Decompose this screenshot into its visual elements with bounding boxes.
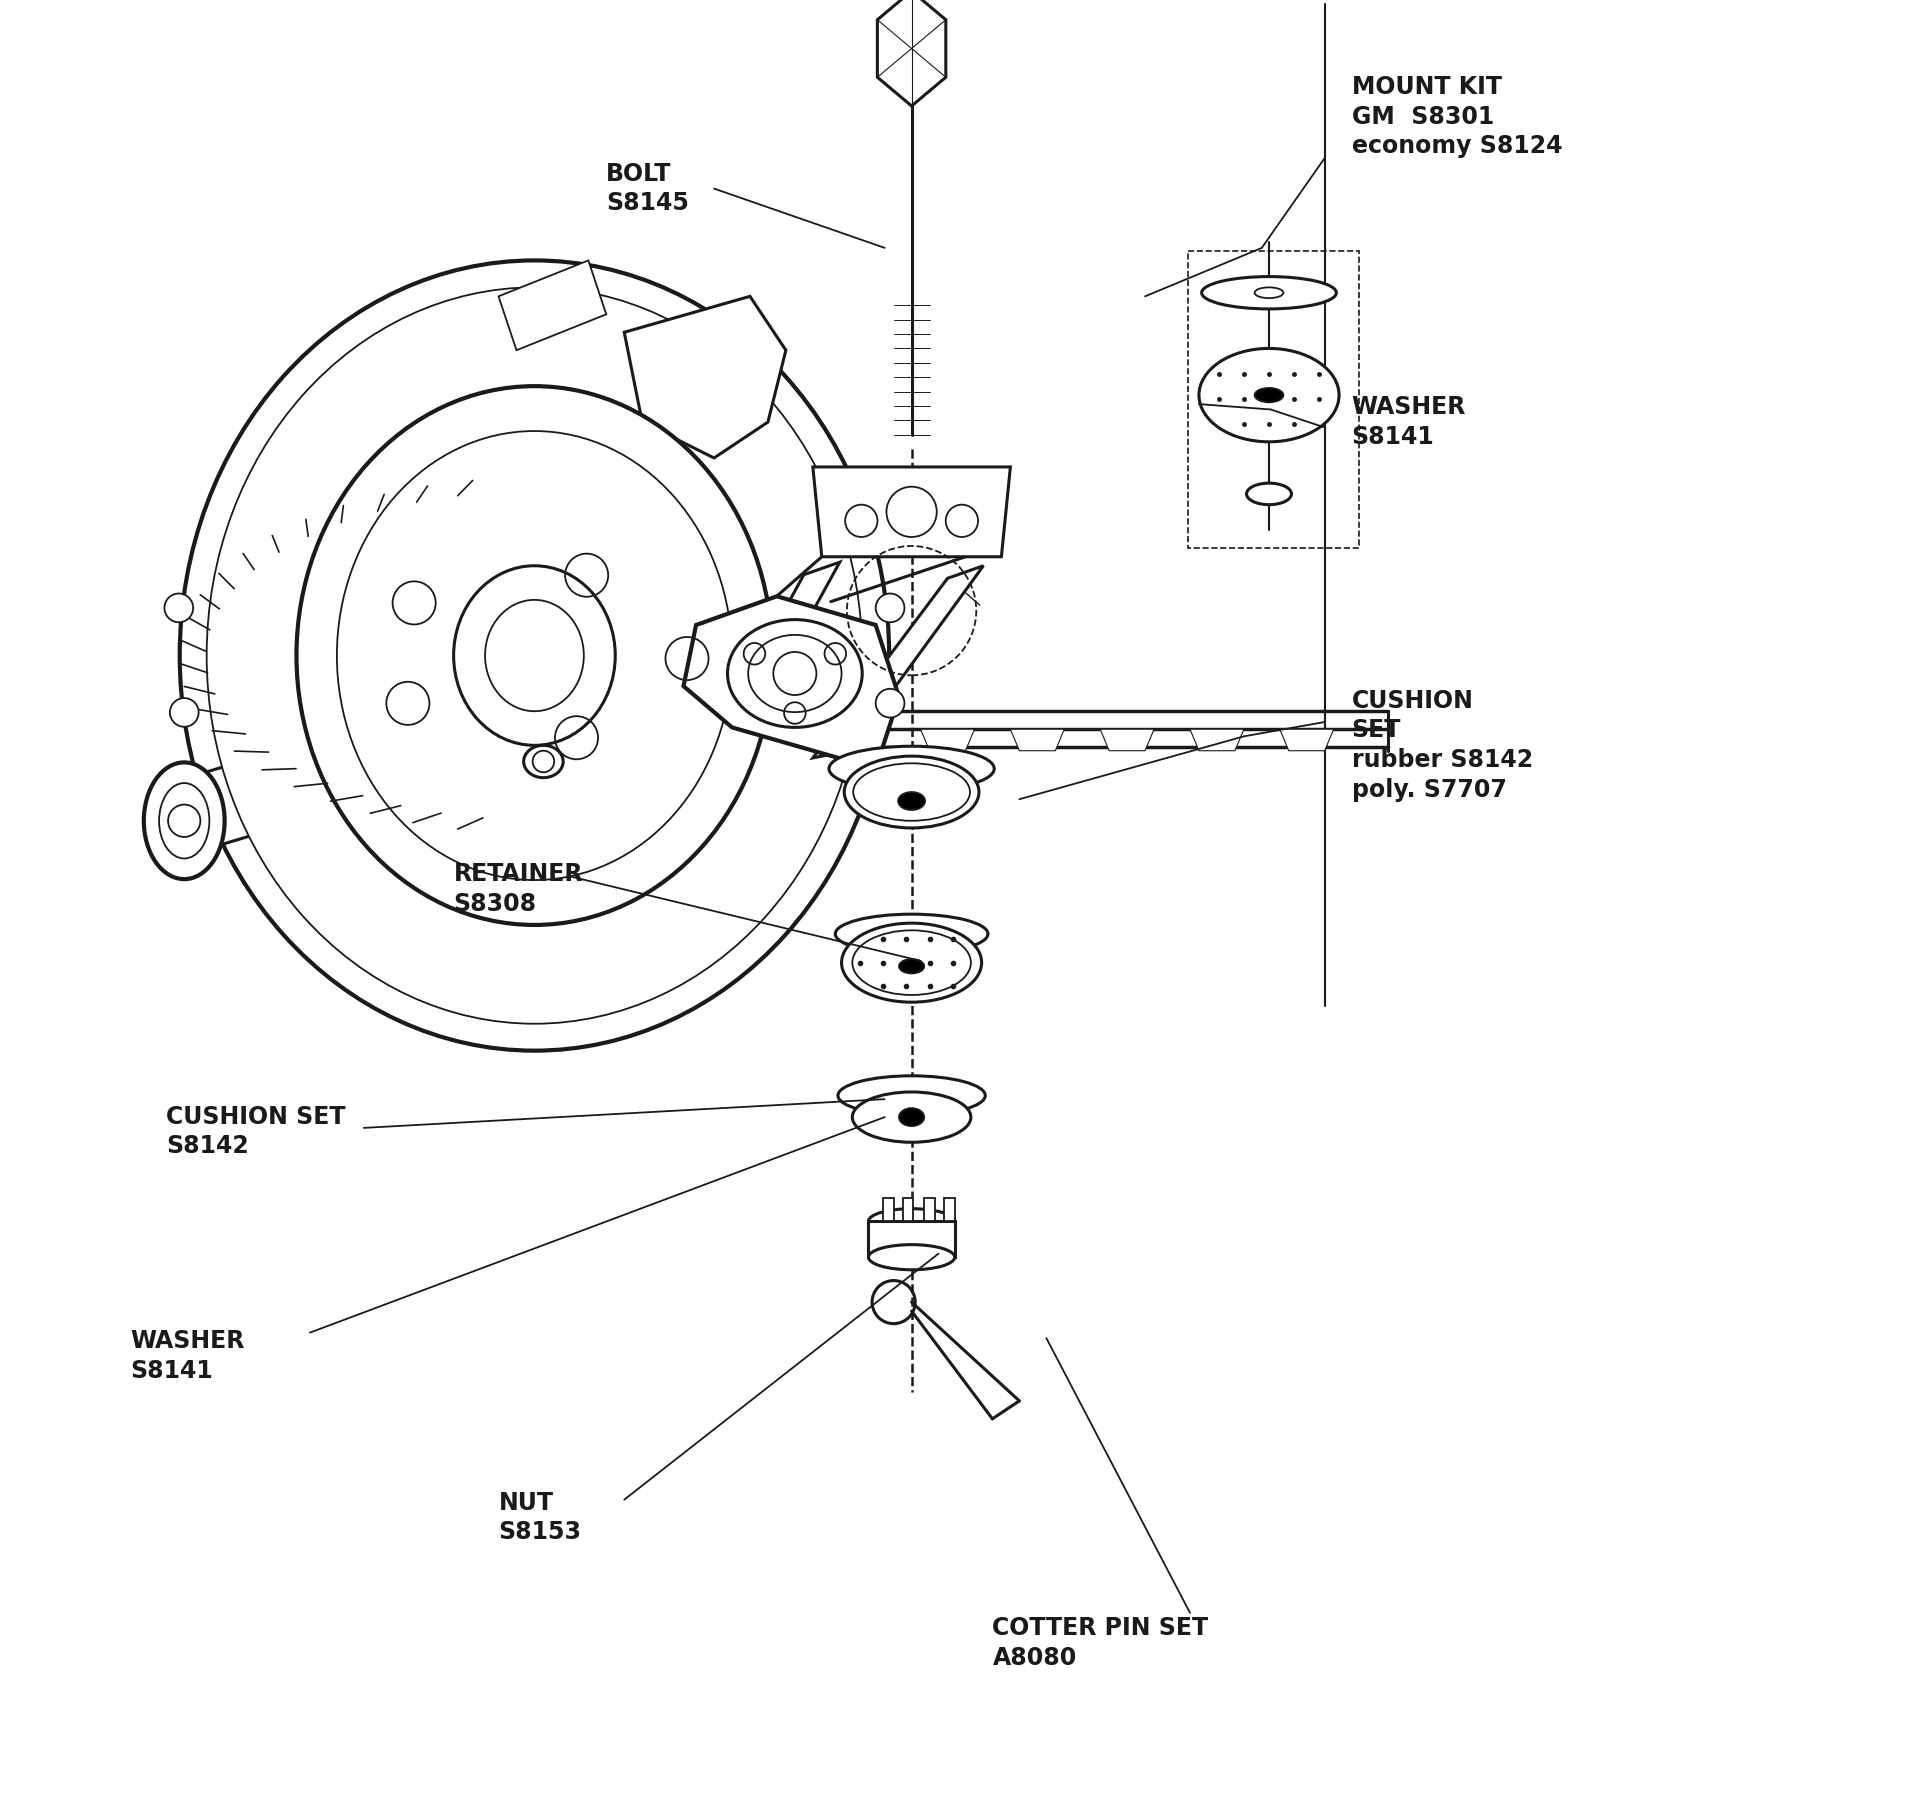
Ellipse shape	[869, 1245, 955, 1270]
Ellipse shape	[899, 959, 924, 973]
Ellipse shape	[1247, 483, 1291, 505]
Ellipse shape	[453, 566, 616, 745]
Polygon shape	[1010, 729, 1064, 751]
Text: MOUNT KIT
GM  S8301
economy S8124: MOUNT KIT GM S8301 economy S8124	[1352, 75, 1563, 158]
Text: BOLT
S8145: BOLT S8145	[606, 162, 689, 216]
Circle shape	[170, 699, 199, 727]
Text: CUSHION SET
S8142: CUSHION SET S8142	[166, 1105, 346, 1158]
Ellipse shape	[897, 792, 926, 810]
Ellipse shape	[838, 1076, 985, 1115]
Ellipse shape	[748, 636, 842, 713]
Polygon shape	[499, 260, 606, 350]
Text: RETAINER
S8308: RETAINER S8308	[453, 862, 583, 916]
Circle shape	[165, 593, 193, 621]
Ellipse shape	[159, 783, 209, 858]
Circle shape	[876, 690, 905, 718]
Ellipse shape	[828, 747, 995, 790]
Polygon shape	[813, 467, 1010, 557]
Ellipse shape	[486, 600, 583, 711]
Circle shape	[773, 652, 817, 695]
Polygon shape	[543, 700, 670, 781]
Polygon shape	[943, 1198, 955, 1221]
Ellipse shape	[297, 386, 773, 925]
Text: WASHER
S8141: WASHER S8141	[1352, 395, 1465, 449]
Polygon shape	[624, 296, 786, 458]
Text: WASHER
S8141: WASHER S8141	[130, 1329, 245, 1383]
Polygon shape	[903, 1198, 913, 1221]
Ellipse shape	[727, 620, 863, 727]
Ellipse shape	[836, 914, 987, 954]
Ellipse shape	[1255, 388, 1284, 402]
Ellipse shape	[899, 1108, 924, 1126]
Ellipse shape	[853, 1092, 972, 1142]
Polygon shape	[683, 596, 899, 769]
Ellipse shape	[180, 260, 890, 1051]
Ellipse shape	[842, 923, 981, 1002]
Text: NUT
S8153: NUT S8153	[499, 1491, 582, 1545]
Polygon shape	[1100, 729, 1154, 751]
Ellipse shape	[524, 745, 562, 778]
Circle shape	[168, 805, 201, 837]
Ellipse shape	[1255, 287, 1284, 298]
Circle shape	[532, 751, 555, 772]
Polygon shape	[924, 1198, 935, 1221]
Polygon shape	[884, 1198, 893, 1221]
Ellipse shape	[869, 1209, 955, 1234]
Ellipse shape	[1201, 277, 1337, 309]
Polygon shape	[526, 568, 616, 666]
Ellipse shape	[1199, 348, 1339, 442]
Polygon shape	[383, 758, 687, 844]
Polygon shape	[723, 562, 840, 722]
Polygon shape	[813, 566, 983, 758]
Polygon shape	[920, 729, 974, 751]
Ellipse shape	[844, 756, 979, 828]
Polygon shape	[1280, 729, 1333, 751]
Ellipse shape	[143, 763, 224, 878]
Circle shape	[876, 593, 905, 621]
Polygon shape	[869, 1221, 955, 1257]
Ellipse shape	[337, 431, 733, 880]
Polygon shape	[1190, 729, 1243, 751]
Polygon shape	[176, 580, 849, 858]
Ellipse shape	[207, 287, 863, 1024]
Text: COTTER PIN SET
A8080: COTTER PIN SET A8080	[993, 1616, 1209, 1670]
Polygon shape	[878, 0, 945, 106]
Text: CUSHION
SET
rubber S8142
poly. S7707: CUSHION SET rubber S8142 poly. S7707	[1352, 690, 1532, 801]
